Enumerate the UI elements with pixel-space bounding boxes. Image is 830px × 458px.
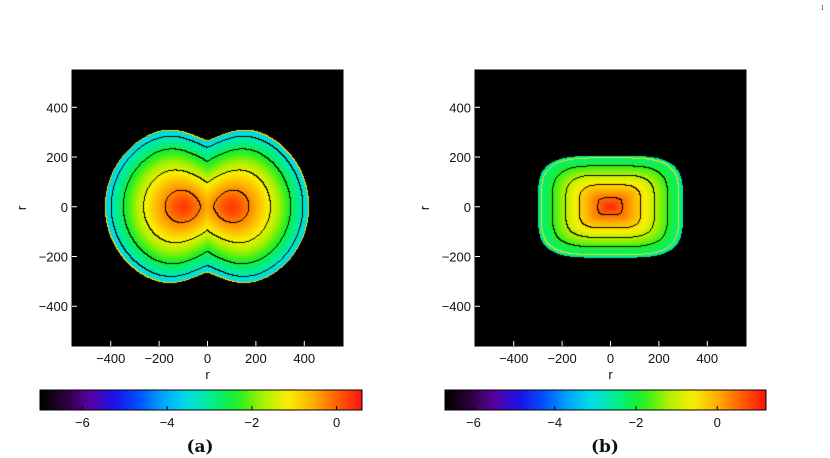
y-axis-label: r: [417, 205, 432, 210]
panel-label: (a): [186, 437, 213, 457]
x-tick-label: −200: [144, 351, 173, 366]
colorbar-tick-label: −4: [160, 415, 175, 430]
colorbar-tick-label: 0: [714, 415, 721, 430]
y-tick-label: 400: [46, 100, 68, 115]
y-tick-label: 0: [464, 200, 471, 215]
y-tick-label: −400: [39, 299, 68, 314]
x-tick-label: −200: [547, 351, 576, 366]
heatmap-image: [475, 70, 746, 346]
colorbar-tick-label: −4: [547, 415, 562, 430]
colorbar: [444, 389, 767, 411]
y-tick-label: 400: [449, 100, 471, 115]
x-tick-label: −400: [499, 351, 528, 366]
y-axis-label: r: [14, 205, 29, 210]
x-tick-label: 200: [245, 351, 267, 366]
panel-b: −400 −200 0 200 400 −400 −200 0 200 400 r r −6 −4 −2 0 (…: [417, 69, 767, 457]
colorbar-tick-label: −2: [244, 415, 259, 430]
colorbar-tick-label: −2: [629, 415, 644, 430]
y-tick-label: −200: [442, 249, 471, 264]
colorbar-tick-label: −6: [466, 415, 481, 430]
x-axis-label: r: [608, 367, 613, 382]
x-tick-label: 400: [293, 351, 315, 366]
y-tick-label: 200: [46, 150, 68, 165]
x-tick-label: 400: [696, 351, 718, 366]
panel-label: (b): [591, 437, 619, 457]
page-marker: 1: [820, 4, 825, 12]
x-tick-label: 0: [204, 351, 211, 366]
y-tick-label: 0: [61, 200, 68, 215]
y-tick-label: 200: [449, 150, 471, 165]
x-tick-label: 0: [607, 351, 614, 366]
x-tick-label: 200: [648, 351, 670, 366]
x-tick-label: −400: [96, 351, 125, 366]
colorbar-tick-label: −6: [75, 415, 90, 430]
panel-a: −400 −200 0 200 400 −400 −200 0 200 400 r r −6 −4 −2 0 (…: [14, 69, 363, 457]
y-tick-label: −200: [39, 249, 68, 264]
colorbar: [39, 389, 363, 411]
heatmap-image: [72, 70, 343, 346]
colorbar-tick-label: 0: [333, 415, 340, 430]
y-tick-label: −400: [442, 299, 471, 314]
x-axis-label: r: [205, 367, 210, 382]
